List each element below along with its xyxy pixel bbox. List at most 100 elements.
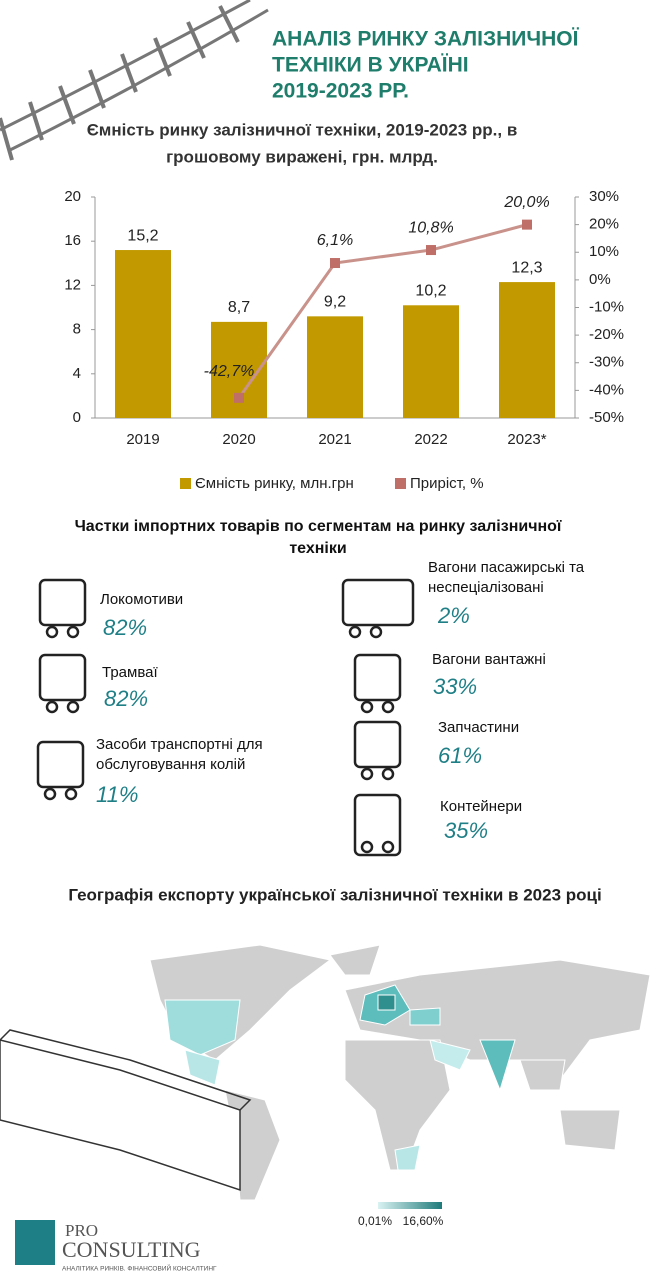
section-title: техніки	[289, 540, 346, 557]
chart-title: грошовому виражені, грн. млрд.	[166, 147, 438, 166]
segment-share: 33%	[433, 674, 478, 699]
y2-tick-label: -50%	[589, 409, 624, 426]
logo-mark	[15, 1220, 55, 1265]
icon-wheel	[360, 840, 374, 854]
segment-icon	[36, 740, 85, 801]
line	[237, 223, 528, 399]
icon-wheel	[348, 625, 362, 639]
chart-title: Ємність ринку залізничної техніки, 2019-…	[87, 120, 518, 139]
icon-wheel	[45, 700, 59, 714]
segment-label: Засоби транспортні для	[96, 736, 263, 753]
icon-wheel	[381, 700, 395, 714]
segment-label: Вагони вантажні	[432, 651, 546, 668]
legend-label: Ємність ринку, млн.грн	[195, 475, 354, 492]
y-tick-label: 20	[64, 188, 81, 205]
x-tick-label: 2020	[222, 431, 255, 448]
train-roof	[0, 1029, 252, 1111]
icon-wheel	[43, 787, 57, 801]
section-title: Частки імпортних товарів по сегментам на…	[75, 518, 562, 535]
x-tick-label: 2023*	[507, 431, 546, 448]
icon-body	[36, 740, 85, 789]
icon-wheel	[360, 767, 374, 781]
map-legend-bar	[378, 1202, 442, 1209]
segment-label: Контейнери	[440, 798, 523, 815]
icon-wheel	[381, 767, 395, 781]
segment-icon	[341, 578, 415, 639]
segment-icon	[38, 653, 87, 714]
y2-tick-label: 10%	[589, 243, 619, 260]
segment-label: неспеціалізовані	[428, 579, 544, 596]
marker	[330, 258, 340, 269]
y2-tick-label: -30%	[589, 354, 624, 371]
train-car	[0, 1039, 241, 1192]
segment-label: Запчастини	[438, 719, 520, 736]
logo-tagline: АНАЛІТИКА РИНКІВ. ФІНАНСОВИЙ КОНСАЛТИНГ	[62, 1264, 217, 1273]
y-tick-label: 8	[73, 321, 81, 338]
legend-swatch	[180, 478, 191, 489]
segment-share: 11%	[96, 782, 139, 807]
legend-label: Приріст, %	[410, 475, 484, 492]
icon-wheel	[45, 625, 59, 639]
data-label: 20,0%	[503, 194, 549, 211]
segment-label: обслуговування колій	[96, 756, 246, 773]
y2-tick-label: -40%	[589, 381, 624, 398]
icon-wheel	[381, 840, 395, 854]
data-label: -42,7%	[204, 363, 255, 380]
y2-tick-label: 20%	[589, 216, 619, 233]
y2-tick-label: 0%	[589, 271, 611, 288]
segment-share: 61%	[438, 743, 483, 768]
data-label: 15,2	[127, 227, 158, 244]
segment-share: 2%	[438, 603, 470, 628]
marker	[234, 392, 244, 403]
data-label: 8,7	[228, 299, 250, 316]
logo-name: PRO	[65, 1221, 98, 1240]
icon-body	[38, 653, 87, 702]
y2-tick-label: -20%	[589, 326, 624, 343]
data-label: 12,3	[511, 259, 542, 276]
icon-wheel	[360, 700, 374, 714]
map-title: Географія експорту української залізничн…	[68, 885, 601, 904]
y2-tick-label: 30%	[589, 188, 619, 205]
bar	[115, 250, 171, 418]
data-label: 10,8%	[408, 219, 453, 236]
bar	[403, 305, 459, 418]
map-legend-min: 0,01%	[358, 1214, 392, 1228]
marker	[522, 219, 532, 230]
data-label: 10,2	[415, 283, 446, 300]
page-title: 2019-2023 РР.	[272, 80, 409, 103]
icon-wheel	[64, 787, 78, 801]
y-tick-label: 16	[64, 232, 81, 249]
data-label: 6,1%	[317, 232, 353, 249]
x-tick-label: 2022	[414, 431, 447, 448]
y-tick-label: 4	[73, 365, 81, 382]
segment-icon	[353, 653, 402, 714]
segment-icon	[353, 720, 402, 781]
y2-tick-label: -10%	[589, 298, 624, 315]
icon-body	[353, 653, 402, 702]
page-title: ТЕХНІКИ В УКРАЇНІ	[272, 54, 469, 77]
logo-name: CONSULTING	[62, 1237, 201, 1262]
icon-body	[353, 720, 402, 769]
segment-icon	[38, 578, 87, 639]
icon-wheel	[66, 700, 80, 714]
map-legend-max: 16,60%	[403, 1214, 444, 1228]
x-tick-label: 2021	[318, 431, 351, 448]
icon-body	[38, 578, 87, 627]
y-tick-label: 12	[64, 276, 81, 293]
icon-wheel	[66, 625, 80, 639]
rail-track	[0, 0, 269, 161]
icon-wheel	[369, 625, 383, 639]
segment-share: 82%	[103, 615, 148, 640]
icon-body	[341, 578, 415, 627]
bar	[307, 316, 363, 418]
legend-swatch	[395, 478, 406, 489]
page-title: АНАЛІЗ РИНКУ ЗАЛІЗНИЧНОЇ	[272, 28, 580, 51]
segment-label: Локомотиви	[100, 591, 184, 608]
icon-body	[353, 793, 402, 857]
train-illustration	[0, 1029, 252, 1192]
bar	[499, 282, 555, 418]
segment-share: 82%	[104, 686, 149, 711]
x-tick-label: 2019	[126, 431, 159, 448]
